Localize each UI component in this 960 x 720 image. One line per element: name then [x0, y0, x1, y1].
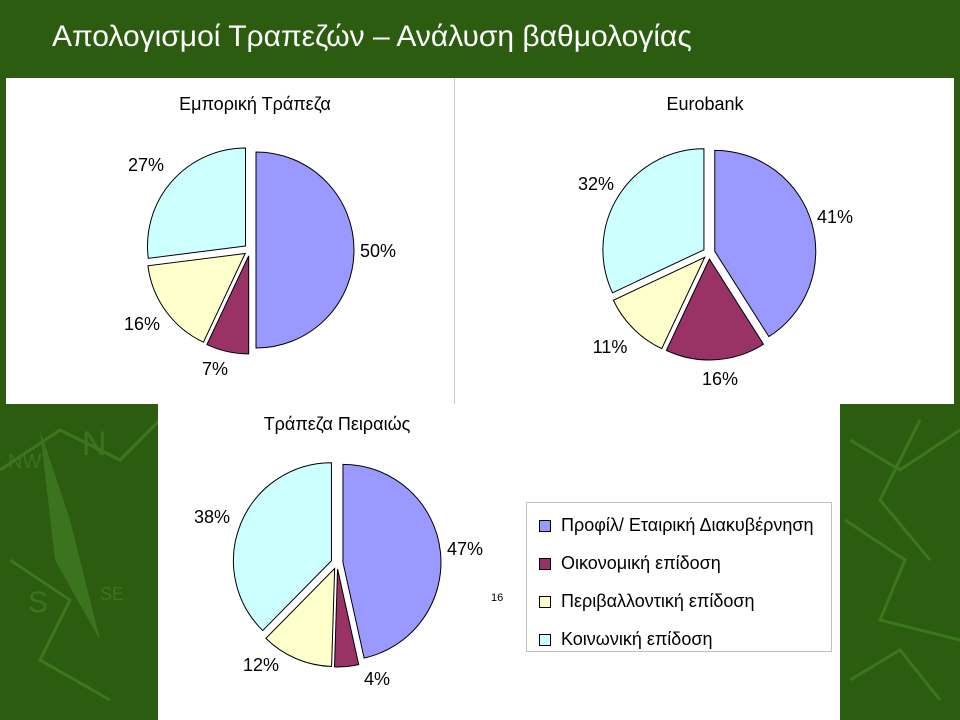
- slice-label: 50%: [360, 241, 396, 261]
- legend-swatch: [539, 633, 551, 646]
- legend-label: Περιβαλλοντική επίδοση: [561, 591, 755, 611]
- slice-label: 38%: [194, 507, 230, 527]
- slice-label: 47%: [447, 539, 483, 559]
- pie-slice: [612, 256, 706, 350]
- panel-divider: [454, 78, 455, 404]
- slice-label: 4%: [364, 669, 390, 689]
- legend-swatch: [539, 519, 551, 532]
- svg-text:NW: NW: [8, 451, 41, 473]
- legend-item: Κοινωνική επίδοση: [539, 629, 712, 650]
- pie-chart-1: Εμπορική Τράπεζα 50% 7% 16% 27%: [124, 94, 396, 379]
- chart-title: Εμπορική Τράπεζα: [179, 94, 331, 114]
- legend-swatch: [539, 595, 551, 608]
- legend-item: Οικονομική επίδοση: [539, 553, 721, 574]
- slice-label: 11%: [593, 337, 628, 357]
- chart-legend: Προφίλ/ Εταιρική Διακυβέρνηση Οικονομική …: [526, 502, 832, 652]
- svg-text:N: N: [82, 425, 107, 463]
- pie-slice: [333, 568, 360, 668]
- pie-slice: [714, 149, 817, 338]
- pie-slice: [342, 463, 442, 659]
- slice-label: 27%: [128, 155, 164, 175]
- legend-label: Προφίλ/ Εταιρική Διακυβέρνηση: [561, 515, 814, 535]
- svg-text:S: S: [28, 586, 48, 619]
- pie-slice: [232, 462, 332, 632]
- slice-label: 16%: [702, 369, 738, 389]
- page-number: 16: [491, 592, 504, 604]
- legend-swatch: [539, 557, 551, 570]
- pie-chart-3: Τράπεζα Πειραιώς 47% 4% 12% 38%: [194, 414, 483, 689]
- chart-title: Τράπεζα Πειραιώς: [264, 414, 411, 434]
- pie-slice: [602, 148, 705, 294]
- pie-slice: [265, 567, 336, 667]
- slice-label: 32%: [578, 174, 614, 194]
- chart-title: Eurobank: [666, 94, 744, 114]
- pie-slice: [255, 151, 355, 349]
- legend-item: Περιβαλλοντική επίδοση: [539, 591, 754, 612]
- legend-label: Οικονομική επίδοση: [561, 553, 721, 573]
- svg-text:SE: SE: [100, 584, 124, 604]
- slice-label: 7%: [202, 359, 228, 379]
- slice-label: 12%: [243, 655, 279, 675]
- slide-title: Απολογισμοί Τραπεζών – Ανάλυση βαθμολογί…: [52, 20, 692, 53]
- slice-label: 16%: [124, 314, 160, 334]
- slice-label: 41%: [817, 207, 853, 227]
- pie-slice: [206, 255, 250, 355]
- pie-chart-2: Eurobank 41% 16% 11% 32%: [578, 94, 853, 389]
- legend-item: Προφίλ/ Εταιρική Διακυβέρνηση: [539, 515, 813, 536]
- pie-slice: [147, 147, 246, 259]
- pie-slice: [665, 257, 765, 361]
- legend-label: Κοινωνική επίδοση: [561, 629, 713, 649]
- pie-slice: [147, 252, 246, 343]
